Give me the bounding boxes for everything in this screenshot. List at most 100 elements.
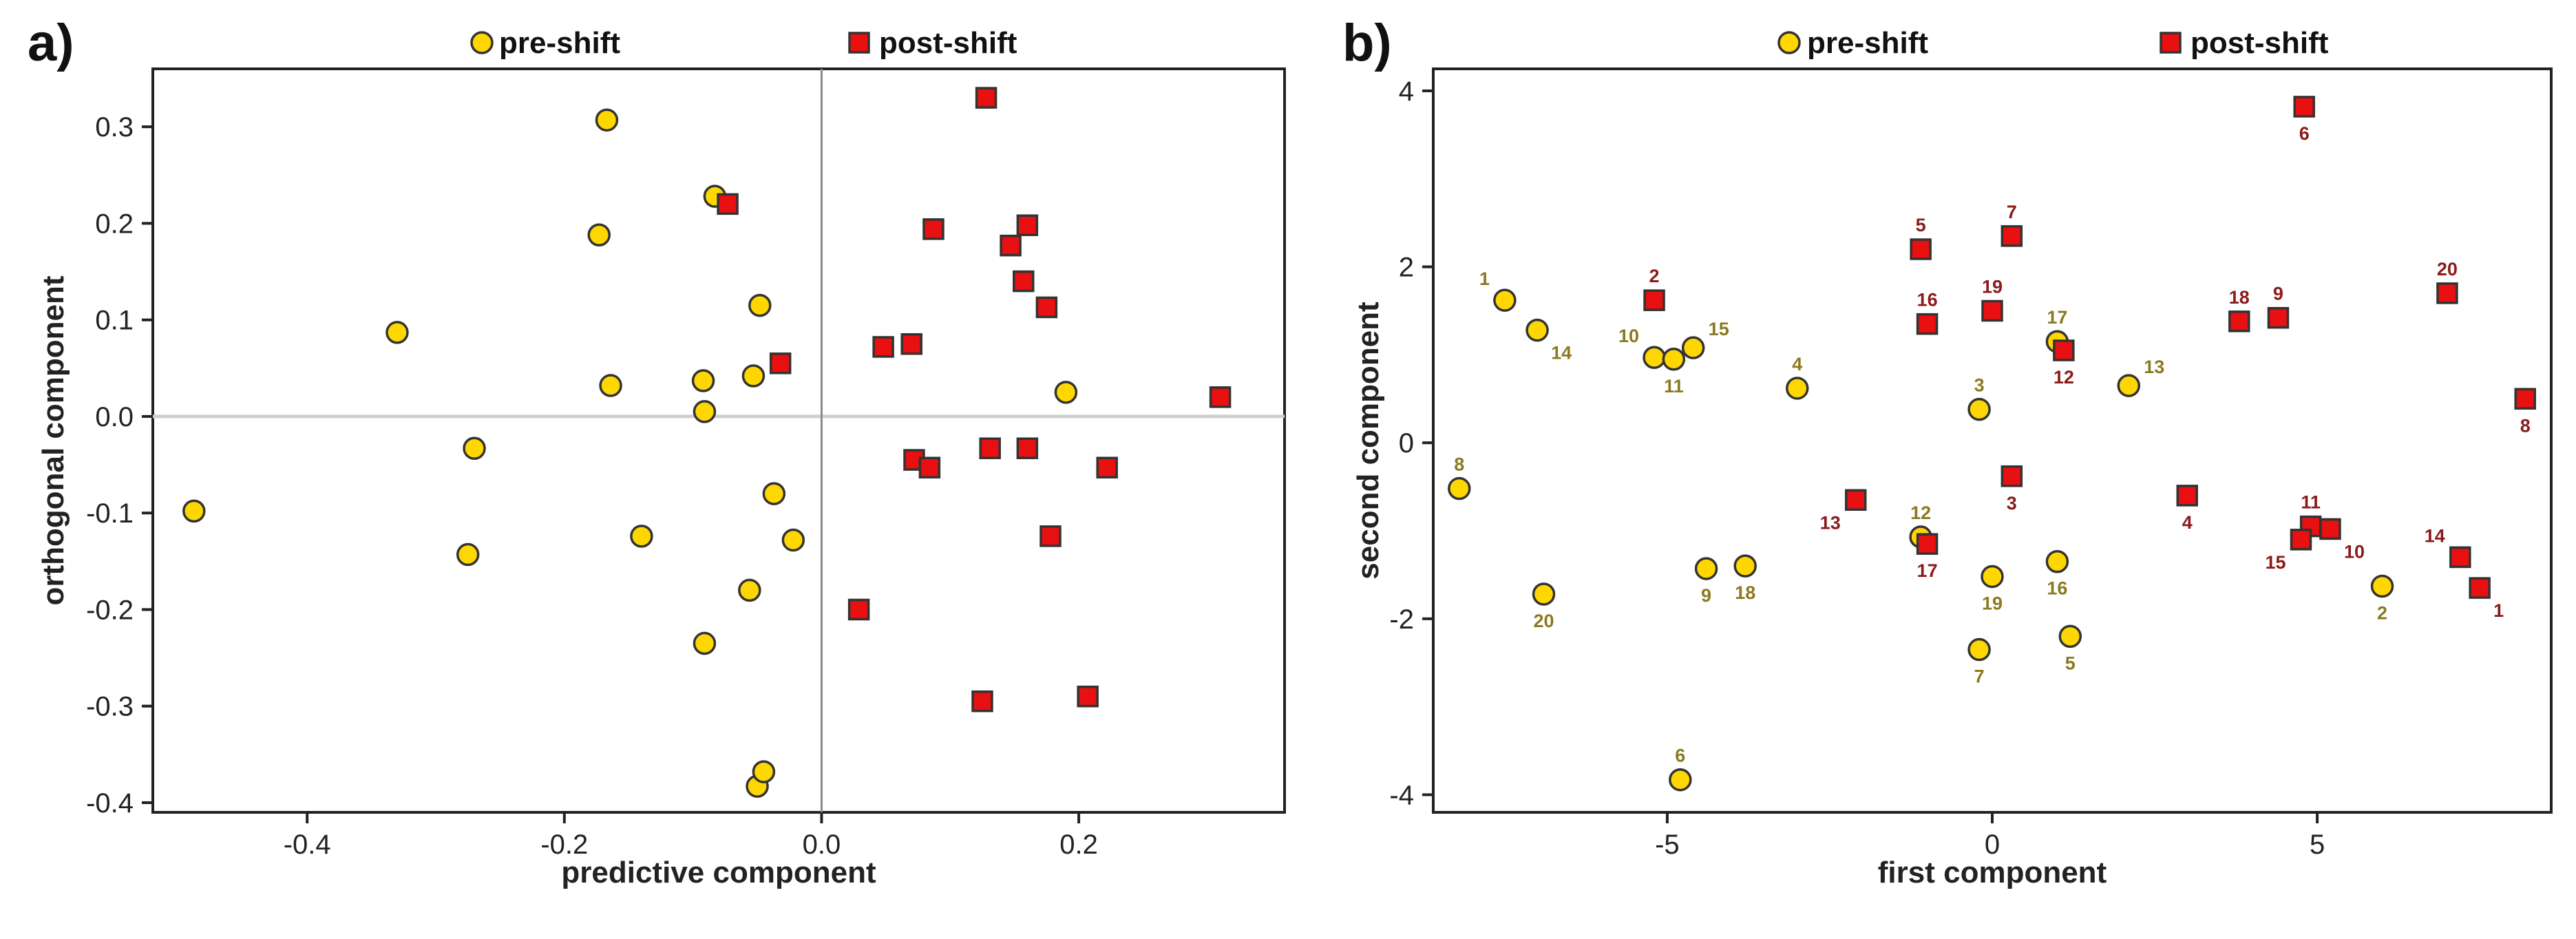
pre-shift-point xyxy=(1532,582,1556,606)
x-tick-label: 0.2 xyxy=(1059,830,1098,860)
post-shift-point xyxy=(922,218,944,240)
pre-shift-point-label: 14 xyxy=(1551,343,1572,363)
pre-shift-point xyxy=(630,525,653,548)
pre-shift-point-label: 19 xyxy=(1982,593,2003,613)
post-shift-point-label: 13 xyxy=(1820,512,1841,533)
post-shift-point xyxy=(872,336,894,358)
pre-shift-point xyxy=(463,436,486,460)
pre-shift-point xyxy=(1662,348,1686,371)
pre-shift-point-label: 8 xyxy=(1454,454,1464,475)
post-shift-point xyxy=(2053,339,2075,361)
pre-shift-point-label: 3 xyxy=(1974,375,1985,396)
post-shift-point-label: 5 xyxy=(1916,215,1926,235)
legend-post-marker xyxy=(2160,32,2182,54)
post-shift-point xyxy=(1643,289,1665,311)
post-shift-point xyxy=(1844,489,1867,511)
post-shift-point-label: 11 xyxy=(2301,492,2321,513)
pre-shift-point xyxy=(752,760,776,783)
post-shift-point-label: 7 xyxy=(2007,202,2017,222)
post-shift-point xyxy=(769,352,792,374)
y-tick-label: 0.3 xyxy=(95,112,134,143)
y-tick-label: 0 xyxy=(1399,428,1414,458)
data-points xyxy=(182,87,1232,798)
post-shift-point xyxy=(2228,310,2250,333)
x-tick-label: 0.0 xyxy=(803,830,841,860)
reference-lines xyxy=(153,69,1285,812)
post-shift-point xyxy=(1077,685,1099,708)
post-shift-point xyxy=(979,437,1001,459)
x-axis-title: first component xyxy=(1878,856,2107,889)
post-shift-point xyxy=(847,598,870,621)
pre-shift-point-label: 5 xyxy=(2065,653,2076,673)
post-shift-point-label: 3 xyxy=(2007,493,2017,514)
post-shift-point xyxy=(1035,296,1058,319)
pre-shift-point xyxy=(587,223,611,246)
pre-shift-point-label: 2 xyxy=(2377,603,2387,624)
pre-shift-point xyxy=(1785,377,1809,400)
legend-pre-label: pre-shift xyxy=(1807,26,1928,60)
axis-ticks: -0.4 -0.2 0.0 0.2 -0.4 -0.3 -0.2 -0.1 0.0 0.1 0.2 0… xyxy=(86,112,1098,860)
post-shift-point xyxy=(1000,234,1022,257)
pre-shift-point-label: 12 xyxy=(1910,503,1931,523)
pre-shift-point xyxy=(1525,318,1549,342)
pre-shift-point xyxy=(748,293,772,317)
post-shift-point xyxy=(2319,518,2341,540)
pre-shift-point xyxy=(1054,381,1078,404)
pre-shift-point xyxy=(2045,549,2069,573)
post-shift-point xyxy=(1910,238,1932,260)
pre-shift-point xyxy=(1967,397,1991,421)
post-shift-point xyxy=(1013,270,1035,293)
legend-post-label: post-shift xyxy=(2190,26,2329,60)
panel-label: a) xyxy=(28,14,74,72)
y-axis-title: second component xyxy=(1351,302,1385,580)
y-tick-label: 0.2 xyxy=(95,209,134,239)
pre-shift-point xyxy=(781,528,805,552)
y-tick-label: 0.1 xyxy=(95,306,134,336)
pre-shift-point xyxy=(2058,624,2082,648)
pre-shift-point xyxy=(1681,336,1705,359)
x-tick-label: -0.4 xyxy=(284,830,331,860)
post-shift-point xyxy=(1916,533,1939,555)
plot-area xyxy=(1432,67,2553,814)
panel-label: b) xyxy=(1342,14,1392,72)
legend-pre-label: pre-shift xyxy=(499,26,620,60)
post-shift-point-label: 4 xyxy=(2182,512,2193,533)
post-shift-point-label: 14 xyxy=(2425,525,2445,546)
pre-shift-point xyxy=(1643,346,1666,369)
pre-shift-point xyxy=(762,482,786,505)
pre-shift-point xyxy=(693,631,717,655)
post-shift-point xyxy=(975,87,997,109)
post-shift-point-label: 18 xyxy=(2229,287,2250,308)
pre-shift-point xyxy=(1448,476,1471,500)
post-shift-point xyxy=(2514,388,2536,410)
post-shift-point xyxy=(1209,386,1232,408)
x-tick-label: -0.2 xyxy=(540,830,588,860)
pre-shift-point xyxy=(386,321,409,344)
post-shift-point-label: 10 xyxy=(2344,541,2365,562)
post-shift-point-label: 16 xyxy=(1917,290,1938,310)
pre-shift-point-label: 1 xyxy=(1479,268,1490,289)
y-tick-label: -4 xyxy=(1389,780,1414,810)
post-shift-point xyxy=(971,690,993,713)
post-shift-point-label: 12 xyxy=(2054,367,2074,388)
y-tick-label: 4 xyxy=(1399,76,1414,107)
pre-shift-point-label: 15 xyxy=(1709,319,1729,339)
post-shift-point xyxy=(2436,282,2458,304)
pre-shift-point-label: 10 xyxy=(1618,326,1639,346)
post-shift-point xyxy=(1016,437,1039,459)
legend: pre-shift post-shift xyxy=(470,26,1017,60)
post-shift-point xyxy=(2000,225,2023,247)
post-shift-point xyxy=(2293,96,2315,118)
y-axis-title: orthogonal component xyxy=(36,275,70,605)
pre-shift-point xyxy=(1733,554,1757,578)
post-shift-point xyxy=(2469,577,2491,599)
y-tick-label: 0.0 xyxy=(95,402,134,432)
post-shift-point xyxy=(1039,525,1062,547)
pre-shift-point xyxy=(1493,288,1517,312)
pre-shift-point-label: 13 xyxy=(2144,357,2164,377)
pre-shift-point-label: 20 xyxy=(1533,611,1554,631)
post-shift-point xyxy=(1096,456,1118,479)
axis-ticks: -5 0 5 -4 -2 0 2 4 xyxy=(1389,76,2325,860)
